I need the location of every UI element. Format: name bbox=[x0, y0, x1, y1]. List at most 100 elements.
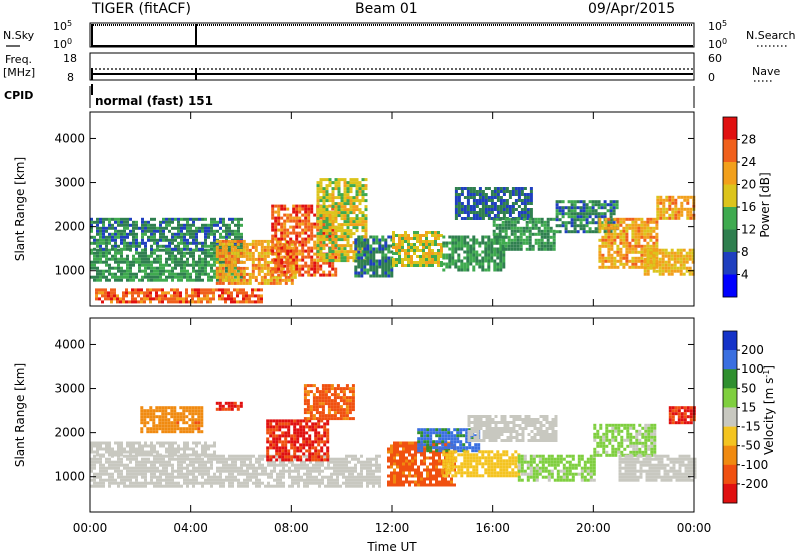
heatmap-cell bbox=[407, 240, 410, 243]
heatmap-cell bbox=[120, 450, 123, 454]
heatmap-cell bbox=[274, 231, 278, 235]
heatmap-cell bbox=[499, 268, 503, 272]
heatmap-cell bbox=[612, 209, 616, 213]
heatmap-cell bbox=[304, 231, 308, 235]
heatmap-cell bbox=[643, 263, 647, 267]
heatmap-cell bbox=[372, 238, 376, 242]
heatmap-cell bbox=[469, 262, 473, 266]
heatmap-cell bbox=[117, 463, 120, 467]
heatmap-cell bbox=[292, 270, 296, 274]
heatmap-cell bbox=[192, 260, 195, 264]
heatmap-cell bbox=[352, 178, 356, 182]
heatmap-cell bbox=[573, 203, 577, 207]
heatmap-cell bbox=[176, 412, 180, 416]
heatmap-cell bbox=[296, 431, 300, 435]
heatmap-cell bbox=[191, 297, 194, 301]
heatmap-cell bbox=[529, 187, 533, 190]
heatmap-cell bbox=[215, 288, 218, 292]
heatmap-cell bbox=[271, 207, 275, 211]
heatmap-cell bbox=[346, 232, 350, 236]
heatmap-cell bbox=[475, 217, 479, 220]
heatmap-cell bbox=[428, 258, 431, 261]
heatmap-cell bbox=[222, 484, 225, 488]
heatmap-cell bbox=[361, 226, 365, 230]
heatmap-cell bbox=[463, 196, 467, 199]
heatmap-cell bbox=[182, 415, 186, 419]
heatmap-cell bbox=[466, 235, 470, 239]
heatmap-cell bbox=[167, 421, 171, 425]
heatmap-cell bbox=[316, 222, 320, 226]
heatmap-cell bbox=[215, 275, 219, 279]
heatmap-cell bbox=[327, 463, 330, 467]
heatmap-cell bbox=[343, 196, 347, 200]
heatmap-cell bbox=[319, 187, 323, 191]
heatmap-cell bbox=[662, 204, 666, 208]
heatmap-cell bbox=[493, 238, 497, 242]
heatmap-cell bbox=[407, 237, 410, 240]
heatmap-cell bbox=[225, 266, 228, 270]
heatmap-cell bbox=[149, 288, 152, 292]
heatmap-cell bbox=[102, 272, 105, 276]
heatmap-cell bbox=[364, 229, 368, 233]
heatmap-cell bbox=[218, 242, 222, 246]
heatmap-cell bbox=[162, 217, 165, 221]
heatmap-cell bbox=[243, 472, 246, 476]
heatmap-cell bbox=[674, 198, 678, 202]
heatmap-cell bbox=[603, 206, 607, 210]
heatmap-cell bbox=[179, 297, 182, 301]
heatmap-cell bbox=[514, 187, 518, 190]
heatmap-cell bbox=[227, 288, 230, 292]
heatmap-cell bbox=[177, 229, 180, 233]
heatmap-cell bbox=[198, 272, 201, 276]
heatmap-cell bbox=[111, 478, 114, 482]
heatmap-cell bbox=[144, 220, 147, 224]
heatmap-cell bbox=[159, 257, 162, 261]
heatmap-cell bbox=[543, 220, 547, 224]
heatmap-cell bbox=[295, 210, 299, 214]
heatmap-cell bbox=[508, 214, 512, 217]
heatmap-cell bbox=[625, 223, 629, 227]
heatmap-cell bbox=[392, 258, 395, 261]
heatmap-cell bbox=[582, 215, 586, 219]
heatmap-cell bbox=[274, 228, 278, 232]
heatmap-cell bbox=[195, 460, 198, 464]
heatmap-cell bbox=[525, 235, 529, 239]
heatmap-cell bbox=[604, 223, 608, 227]
heatmap-cell bbox=[613, 262, 617, 266]
heatmap-cell bbox=[313, 243, 317, 247]
heatmap-cell bbox=[150, 260, 153, 264]
heatmap-cell bbox=[135, 478, 138, 482]
heatmap-cell bbox=[357, 478, 360, 482]
heatmap-cell bbox=[334, 220, 338, 224]
heatmap-cell bbox=[540, 220, 544, 224]
heatmap-cell bbox=[96, 223, 99, 227]
heatmap-cell bbox=[334, 250, 338, 254]
heatmap-cell bbox=[98, 291, 101, 295]
heatmap-cell bbox=[263, 281, 267, 285]
heatmap-cell bbox=[108, 232, 111, 236]
heatmap-cell bbox=[129, 450, 132, 454]
freq-panel-frame bbox=[89, 52, 695, 81]
heatmap-cell bbox=[345, 460, 348, 464]
heatmap-cell bbox=[126, 244, 129, 248]
heatmap-cell bbox=[457, 244, 461, 248]
heatmap-cell bbox=[171, 275, 174, 279]
heatmap-cell bbox=[390, 238, 394, 242]
heatmap-cell bbox=[318, 463, 321, 467]
heatmap-cell bbox=[390, 268, 394, 272]
heatmap-cell bbox=[108, 266, 111, 270]
heatmap-cell bbox=[508, 190, 512, 193]
heatmap-cell bbox=[108, 220, 111, 224]
heatmap-cell bbox=[158, 300, 161, 304]
heatmap-cell bbox=[245, 266, 249, 270]
heatmap-cell bbox=[171, 444, 174, 448]
heatmap-cell bbox=[381, 247, 385, 251]
heatmap-cell bbox=[287, 251, 291, 255]
heatmap-cell bbox=[378, 244, 382, 248]
heatmap-cell bbox=[343, 181, 347, 185]
heatmap-cell bbox=[227, 404, 231, 408]
heatmap-cell bbox=[469, 250, 473, 254]
heatmap-cell bbox=[522, 217, 526, 221]
heatmap-cell bbox=[513, 217, 517, 221]
heatmap-cell bbox=[111, 223, 114, 227]
